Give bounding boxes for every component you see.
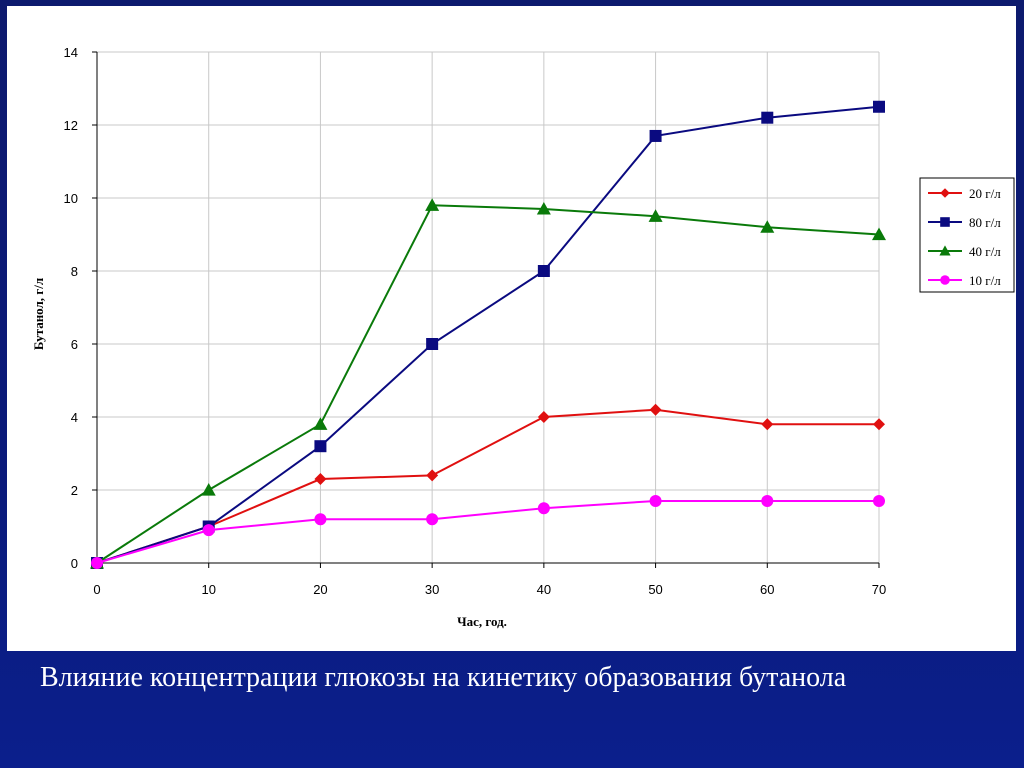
y-tick-label: 2 <box>71 483 78 498</box>
data-point <box>91 557 103 569</box>
data-point <box>314 513 327 526</box>
data-point <box>649 494 662 507</box>
x-tick-label: 10 <box>201 582 215 597</box>
y-tick-label: 12 <box>64 118 78 133</box>
y-tick-label: 14 <box>64 45 78 60</box>
data-point <box>872 227 886 241</box>
series-line <box>96 105 880 564</box>
y-tick-label: 0 <box>71 556 78 571</box>
legend-marker <box>940 217 950 227</box>
data-point <box>873 494 885 507</box>
data-point <box>648 209 663 222</box>
data-point <box>314 473 327 486</box>
data-point <box>202 524 215 537</box>
x-axis-title: Час, год. <box>457 614 507 629</box>
x-tick-label: 40 <box>537 582 551 597</box>
data-point <box>761 494 774 507</box>
data-point <box>649 403 662 416</box>
data-point <box>537 265 550 277</box>
data-point <box>761 418 774 431</box>
data-point <box>537 502 550 515</box>
series-line <box>96 408 879 564</box>
data-point <box>873 418 885 431</box>
legend-box <box>919 177 1015 293</box>
series-line <box>96 204 880 564</box>
data-point <box>314 440 327 453</box>
legend-marker <box>940 275 950 285</box>
y-tick-label: 8 <box>71 264 78 279</box>
data-point <box>873 100 885 113</box>
x-tick-label: 0 <box>93 582 100 597</box>
data-point <box>649 129 662 142</box>
legend-entry: 10 г/л <box>969 273 1001 288</box>
y-tick-label: 10 <box>64 191 78 206</box>
x-tick-label: 60 <box>760 582 774 597</box>
x-tick-label: 50 <box>648 582 662 597</box>
series-3 <box>91 494 885 569</box>
legend: 20 г/л 80 г/л 40 г/л 10 г/л <box>919 177 1015 293</box>
data-point <box>425 198 440 211</box>
data-point <box>761 111 774 124</box>
data-point <box>426 513 439 526</box>
series-layer <box>90 100 886 569</box>
x-tick-label: 20 <box>313 582 327 597</box>
data-point <box>536 201 551 215</box>
chart-panel: 0 2 4 6 8 10 12 14 0 10 20 30 40 50 60 70 Час, год. Бут… <box>7 6 1016 651</box>
legend-marker <box>940 188 950 198</box>
x-tick-label: 70 <box>872 582 886 597</box>
y-tick-label: 6 <box>71 337 78 352</box>
data-point <box>426 338 439 350</box>
data-point <box>426 469 439 482</box>
butanol-line-chart: 0 2 4 6 8 10 12 14 0 10 20 30 40 50 60 70 Час, год. Бут… <box>31 45 1015 629</box>
data-point <box>313 417 328 430</box>
y-tick-label: 4 <box>71 410 78 425</box>
data-point <box>537 411 550 423</box>
y-axis-title: Бутанол, г/л <box>31 278 46 350</box>
series-line <box>96 499 879 564</box>
x-tick-label: 30 <box>425 582 439 597</box>
legend-entry: 40 г/л <box>969 244 1001 259</box>
slide-caption: Влияние концентрации глюкозы на кинетику… <box>40 662 847 693</box>
ticks-layer: 0 2 4 6 8 10 12 14 0 10 20 30 40 50 60 70 <box>64 45 887 597</box>
data-point <box>760 220 775 233</box>
legend-entry: 20 г/л <box>969 186 1001 201</box>
legend-marker <box>939 245 951 256</box>
data-point <box>201 483 216 496</box>
legend-entry: 80 г/л <box>969 215 1001 230</box>
